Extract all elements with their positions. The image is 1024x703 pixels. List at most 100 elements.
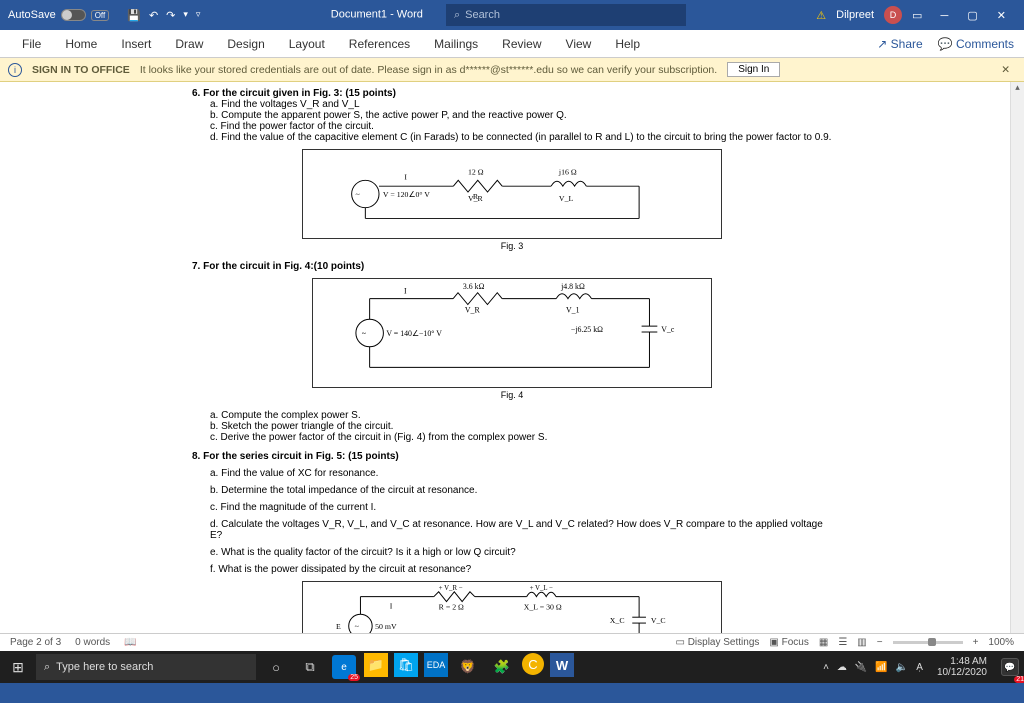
zoom-out-icon[interactable]: −	[877, 637, 883, 648]
page-indicator[interactable]: Page 2 of 3	[10, 637, 61, 648]
tab-mailings[interactable]: Mailings	[422, 30, 490, 57]
q6-b: b. Compute the apparent power S, the act…	[210, 110, 832, 121]
redo-icon[interactable]: ↷	[166, 9, 175, 22]
search-icon: ⌕	[454, 9, 460, 22]
svg-text:V = 140∠−10° V: V = 140∠−10° V	[386, 329, 442, 338]
spellcheck-icon[interactable]: 📖	[124, 637, 136, 648]
toggle-icon[interactable]	[61, 9, 86, 21]
window-controls: ─ ▢ ✕	[932, 9, 1014, 22]
tab-view[interactable]: View	[554, 30, 604, 57]
question-7: 7. For the circuit in Fig. 4:(10 points)…	[192, 261, 832, 443]
taskbar-search-text: Type here to search	[56, 661, 153, 673]
document-title: Document1 - Word	[331, 9, 423, 21]
mail-icon[interactable]: EDA	[424, 653, 448, 677]
svg-text:E: E	[336, 622, 341, 631]
zoom-slider[interactable]	[893, 641, 963, 644]
power-icon[interactable]: 🔌	[855, 662, 867, 673]
tab-design[interactable]: Design	[215, 30, 276, 57]
view-read-icon[interactable]: ☰	[838, 637, 847, 648]
volume-icon[interactable]: 🔈	[896, 662, 908, 673]
taskbar-search[interactable]: ⌕ Type here to search	[36, 654, 256, 680]
tab-file[interactable]: File	[10, 30, 53, 57]
zoom-level[interactable]: 100%	[988, 637, 1014, 648]
autosave-label: AutoSave	[8, 9, 56, 21]
search-box[interactable]: ⌕ Search	[446, 4, 686, 26]
ribbon-display-icon[interactable]: ▭	[912, 9, 922, 22]
minimize-button[interactable]: ─	[932, 10, 956, 22]
language-icon[interactable]: Ạ	[916, 662, 923, 673]
signin-button[interactable]: Sign In	[727, 62, 780, 77]
tab-insert[interactable]: Insert	[109, 30, 163, 57]
svg-text:−j6.25 kΩ: −j6.25 kΩ	[571, 325, 603, 334]
svg-text:~: ~	[355, 622, 359, 631]
maximize-button[interactable]: ▢	[959, 10, 985, 22]
user-avatar[interactable]: D	[884, 6, 902, 24]
onedrive-icon[interactable]: ☁	[837, 662, 847, 673]
view-print-icon[interactable]: ▦	[819, 637, 828, 648]
search-placeholder: Search	[465, 9, 500, 21]
store-icon[interactable]: 🛍	[394, 653, 418, 677]
ribbon-tabs: File Home Insert Draw Design Layout Refe…	[0, 30, 1024, 58]
q6-a: a. Find the voltages V_R and V_L	[210, 99, 832, 110]
chrome-icon[interactable]: C	[522, 653, 544, 675]
banner-close-icon[interactable]: ✕	[995, 64, 1016, 76]
clock-time: 1:48 AM	[937, 656, 987, 667]
vertical-scrollbar[interactable]: ▴ ▾	[1010, 82, 1024, 651]
zoom-in-icon[interactable]: +	[973, 637, 979, 648]
svg-text:+ V_R −: + V_R −	[439, 585, 463, 592]
wifi-icon[interactable]: 📶	[875, 662, 887, 673]
share-button[interactable]: ↗ Share	[877, 37, 922, 51]
comments-button[interactable]: 💬 Comments	[938, 37, 1014, 51]
word-count[interactable]: 0 words	[75, 637, 110, 648]
taskview-icon[interactable]: ⧉	[296, 653, 324, 681]
q6-d: d. Find the value of the capacitive elem…	[210, 132, 832, 143]
view-web-icon[interactable]: ▥	[857, 637, 866, 648]
explorer-icon[interactable]: 📁	[364, 653, 388, 677]
document-area: ▴ ▾ 6. For the circuit given in Fig. 3: …	[0, 82, 1024, 651]
document-page[interactable]: 6. For the circuit given in Fig. 3: (15 …	[132, 82, 892, 651]
undo-icon[interactable]: ↶	[149, 9, 158, 22]
tab-draw[interactable]: Draw	[163, 30, 215, 57]
svg-text:V_C: V_C	[651, 616, 666, 625]
app-icon-2[interactable]: 🧩	[488, 653, 516, 681]
qat-overflow-icon[interactable]: ▿	[196, 9, 201, 22]
notifications-icon[interactable]: 💬21	[1001, 658, 1019, 676]
q8-e: e. What is the quality factor of the cir…	[210, 547, 832, 558]
q7-head: 7. For the circuit in Fig. 4:(10 points)	[192, 261, 832, 272]
tab-references[interactable]: References	[337, 30, 422, 57]
q8-f: f. What is the power dissipated by the c…	[210, 564, 832, 575]
display-settings[interactable]: ▭ Display Settings	[675, 637, 759, 648]
q6-c: c. Find the power factor of the circuit.	[210, 121, 832, 132]
svg-text:V_R: V_R	[465, 305, 481, 314]
tab-home[interactable]: Home	[53, 30, 109, 57]
svg-text:V_L: V_L	[559, 194, 574, 203]
signin-banner: i SIGN IN TO OFFICE It looks like your s…	[0, 58, 1024, 82]
tray-chevron-icon[interactable]: ˄	[823, 662, 829, 673]
tab-layout[interactable]: Layout	[277, 30, 337, 57]
start-button[interactable]: ⊞	[0, 659, 36, 676]
qat-dropdown-icon[interactable]: ▾	[183, 9, 188, 22]
svg-text:R = 2 Ω: R = 2 Ω	[439, 602, 464, 611]
svg-text:I: I	[390, 601, 393, 610]
q7-b: b. Sketch the power triangle of the circ…	[210, 421, 832, 432]
close-button[interactable]: ✕	[989, 10, 1014, 22]
svg-text:V_1: V_1	[566, 305, 580, 314]
app-icon-1[interactable]: 🦁	[454, 653, 482, 681]
info-icon: i	[8, 63, 22, 77]
cortana-icon[interactable]: ○	[262, 653, 290, 681]
clock[interactable]: 1:48 AM 10/12/2020	[931, 656, 993, 678]
svg-text:V = 120∠0° V: V = 120∠0° V	[383, 190, 430, 199]
save-icon[interactable]: 💾	[127, 9, 141, 22]
focus-mode[interactable]: ▣ Focus	[769, 637, 808, 648]
scroll-up-icon[interactable]: ▴	[1011, 82, 1024, 96]
tab-help[interactable]: Help	[603, 30, 652, 57]
warning-icon[interactable]: ⚠	[816, 9, 826, 22]
signin-head: SIGN IN TO OFFICE	[32, 64, 130, 76]
figure-3: ~ V = 120∠0° V I 12 Ω V_R j16 Ω V_L	[302, 149, 722, 239]
edge-icon[interactable]: e25	[330, 653, 358, 681]
autosave-toggle[interactable]: AutoSave Off	[0, 9, 117, 21]
tab-review[interactable]: Review	[490, 30, 553, 57]
user-name[interactable]: Dilpreet	[836, 9, 874, 21]
q8-d: d. Calculate the voltages V_R, V_L, and …	[210, 519, 832, 541]
word-icon[interactable]: W	[550, 653, 574, 677]
